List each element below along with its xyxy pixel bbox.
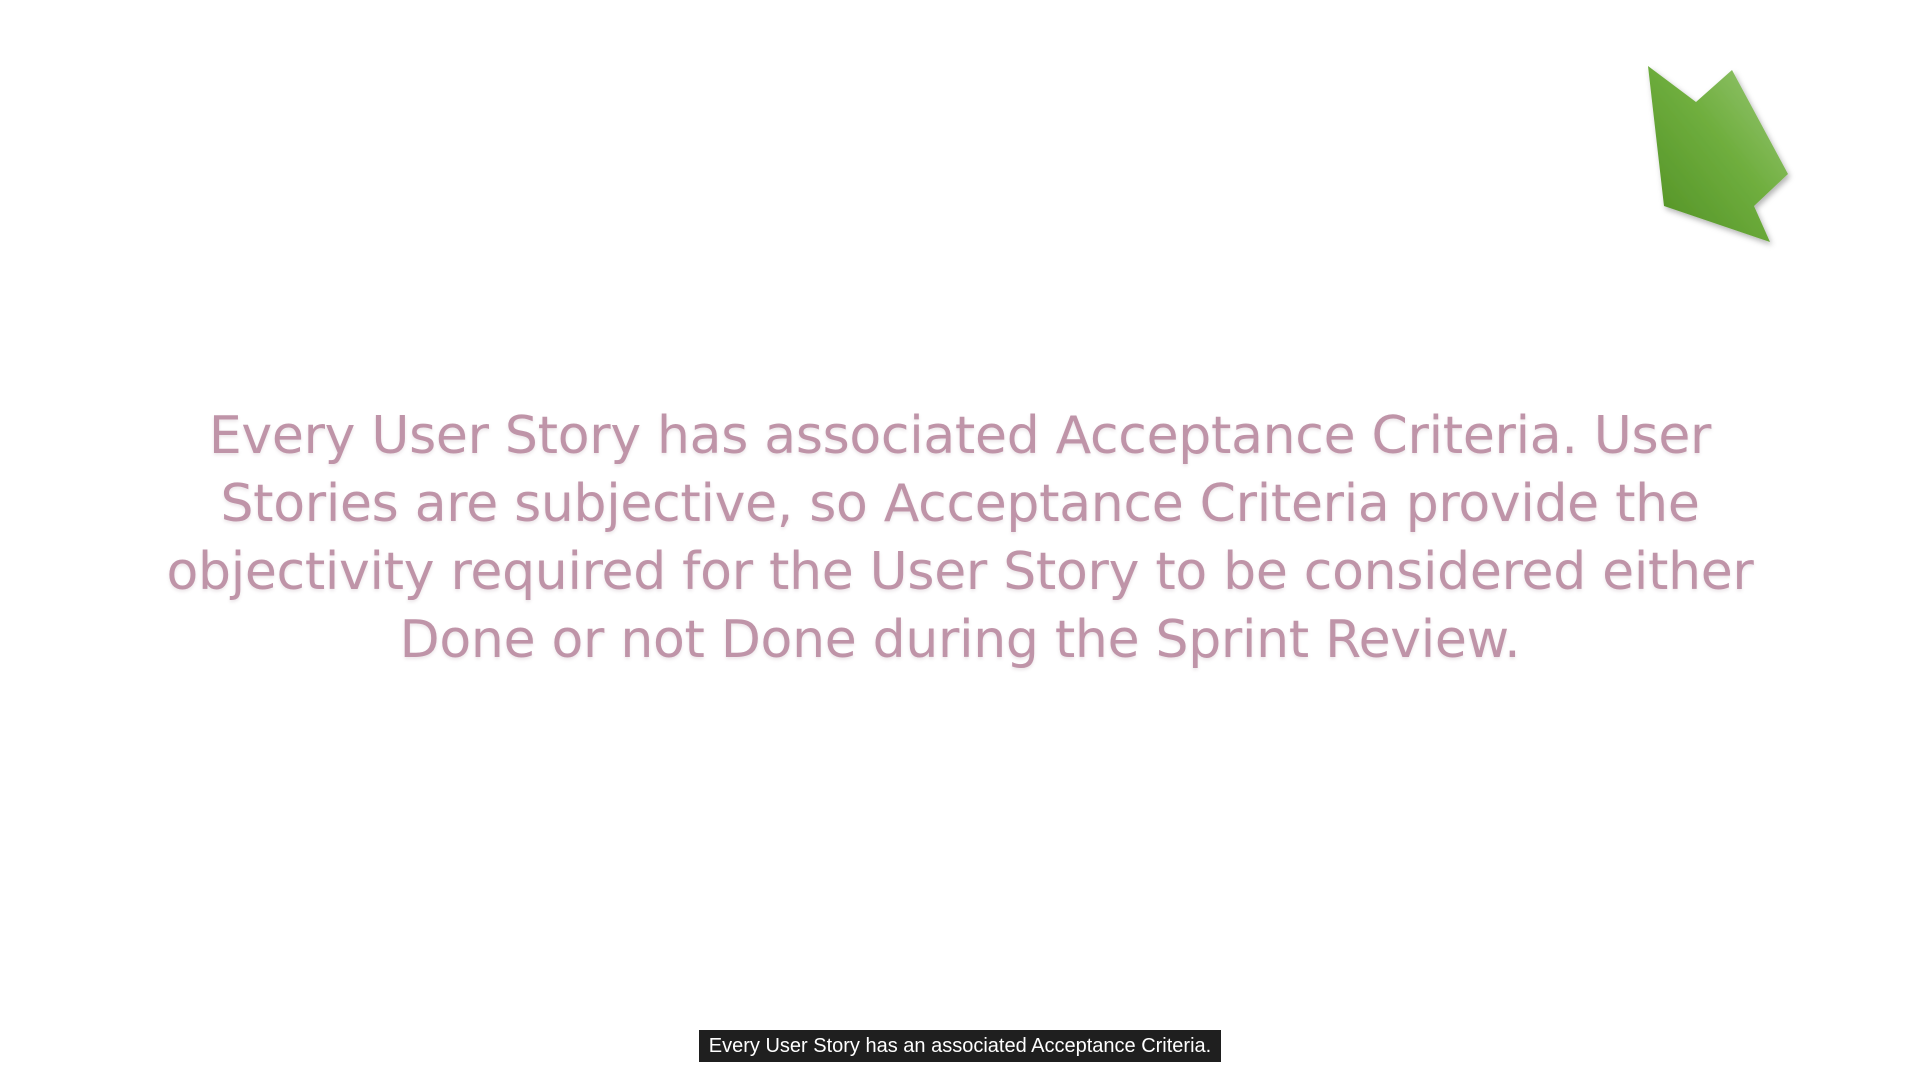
subtitle-bar: Every User Story has an associated Accep… (0, 1030, 1920, 1062)
arrow-graphic (1648, 66, 1788, 242)
subtitle-text: Every User Story has an associated Accep… (698, 1030, 1222, 1062)
slide-body-text: Every User Story has associated Acceptan… (166, 406, 1754, 670)
arrow-down-left-icon (1640, 58, 1800, 248)
